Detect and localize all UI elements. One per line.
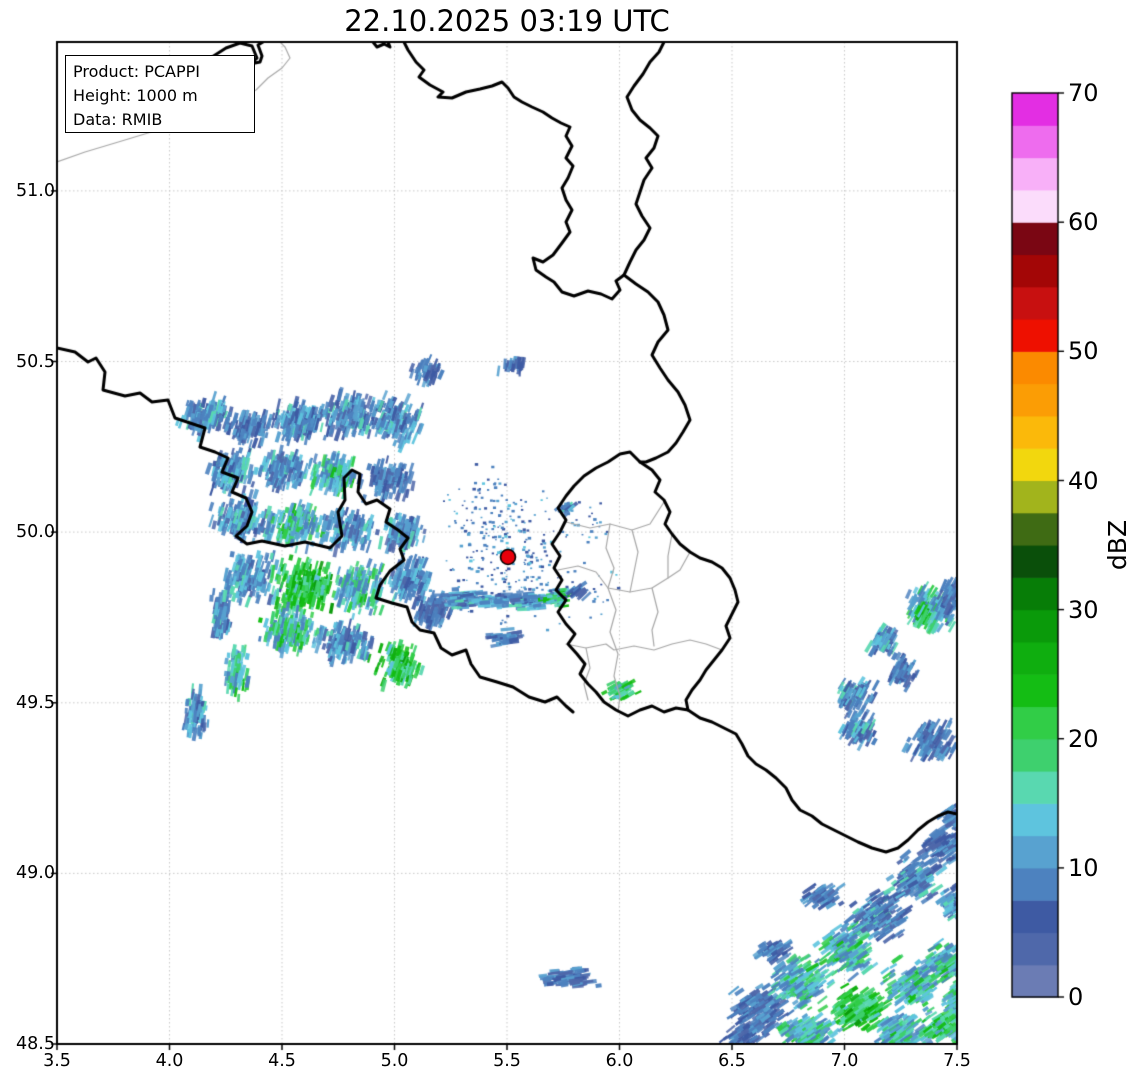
tick-cb-label: 30 [1068,595,1099,624]
info-height-line: Height: 1000 m [73,86,198,105]
tick-cb-label: 50 [1068,337,1099,366]
tick-x-label: 4.5 [268,1051,296,1071]
info-product-line: Product: PCAPPI [73,62,201,81]
tick-x-label: 6.5 [718,1051,746,1071]
tick-cb-label: 60 [1068,208,1099,237]
tick-y-label: 48.5 [16,1034,55,1054]
tick-y-label: 49.5 [16,692,55,713]
tick-cb-label: 10 [1068,853,1099,882]
product-info-box: Product: PCAPPI Height: 1000 m Data: RMI… [65,55,255,133]
tick-y-label: 50.0 [16,522,55,543]
colorbar-unit-label: dBZ [1102,519,1132,571]
tick-x-label: 7.5 [943,1051,971,1071]
tick-x-label: 6.0 [605,1051,634,1071]
tick-y-label: 49.0 [16,863,55,884]
figure-title: 22.10.2025 03:19 UTC [344,4,670,38]
tick-x-label: 3.5 [43,1051,71,1071]
tick-cb-label: 40 [1068,466,1099,495]
tick-x-label: 7.0 [830,1051,859,1071]
tick-cb-label: 70 [1068,79,1099,107]
tick-x-label: 5.0 [380,1051,409,1071]
tick-cb-label: 0 [1068,983,1084,1011]
tick-y-label: 51.0 [16,180,55,201]
tick-x-label: 5.5 [493,1051,521,1071]
tick-y-label: 50.5 [16,351,55,372]
info-data-line: Data: RMIB [73,110,163,129]
tick-x-label: 4.0 [155,1051,184,1071]
tick-cb-label: 20 [1068,724,1099,753]
